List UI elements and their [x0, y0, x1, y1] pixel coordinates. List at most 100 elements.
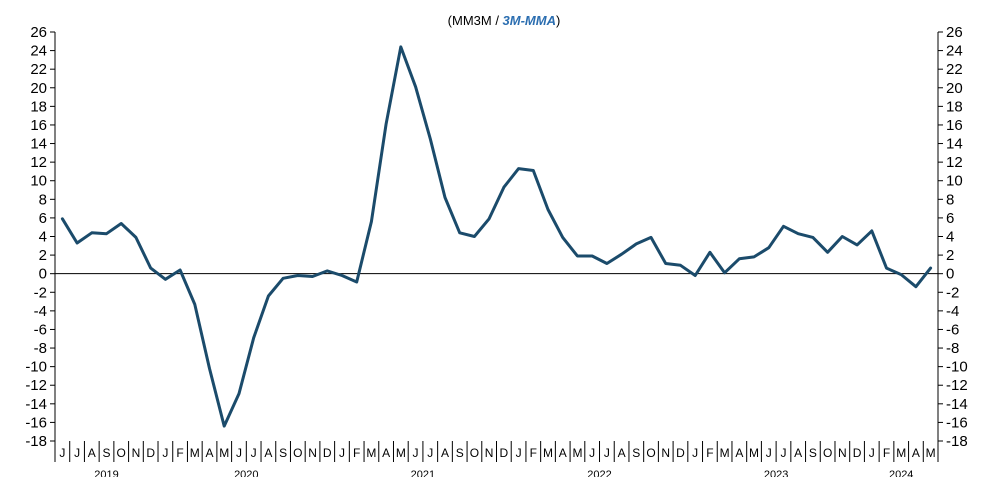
x-tick-label-month: A — [559, 446, 567, 460]
data-point — [753, 255, 756, 258]
data-point — [267, 294, 270, 297]
x-tick-label-month: J — [251, 446, 257, 460]
y-tick-label-left: -18 — [25, 433, 47, 450]
data-point — [620, 253, 623, 256]
y-tick-label-right: 4 — [946, 229, 954, 246]
y-tick-label-left: -6 — [34, 321, 47, 338]
x-tick-label-month: D — [323, 446, 332, 460]
x-tick-label-month: J — [516, 446, 522, 460]
x-year-label: 2022 — [587, 469, 611, 477]
chart-title: (MM3M / 3M-MMA) — [448, 13, 561, 28]
x-tick-label-month: M — [749, 446, 759, 460]
chart-title-emphasis: 3M-MMA — [503, 13, 556, 28]
data-point — [826, 251, 829, 254]
x-tick-label-month: M — [543, 446, 553, 460]
x-tick-label-month: J — [766, 446, 772, 460]
y-tick-label-right: -10 — [946, 359, 968, 376]
x-tick-label-month: J — [59, 446, 65, 460]
y-tick-label-left: -12 — [25, 377, 47, 394]
data-point — [488, 217, 491, 220]
x-tick-label-month: O — [823, 446, 832, 460]
x-tick-label-month: M — [572, 446, 582, 460]
data-point — [164, 278, 167, 281]
data-point — [723, 271, 726, 274]
x-tick-label-month: N — [485, 446, 494, 460]
y-tick-label-left: -2 — [34, 284, 47, 301]
data-point — [532, 169, 535, 172]
x-tick-label-month: J — [589, 446, 595, 460]
x-tick-label-month: F — [706, 446, 713, 460]
data-point — [664, 262, 667, 265]
data-point — [90, 231, 93, 234]
y-tick-label-right: 22 — [946, 61, 963, 78]
data-point — [326, 269, 329, 272]
x-tick-label-month: M — [190, 446, 200, 460]
data-point — [355, 281, 358, 284]
x-tick-label-month: D — [146, 446, 155, 460]
data-point — [61, 217, 64, 220]
x-tick-label-month: N — [838, 446, 847, 460]
y-tick-label-left: -14 — [25, 396, 47, 413]
data-point — [635, 242, 638, 245]
x-tick-label-month: M — [396, 446, 406, 460]
y-tick-label-left: 18 — [30, 98, 47, 115]
data-point — [193, 303, 196, 306]
data-point — [458, 231, 461, 234]
y-tick-label-left: 10 — [30, 173, 47, 190]
x-tick-label-month: J — [692, 446, 698, 460]
data-point — [134, 236, 137, 239]
x-tick-label-month: M — [219, 446, 229, 460]
x-tick-label-month: S — [809, 446, 817, 460]
x-year-label: 2019 — [94, 469, 118, 477]
x-tick-label-month: J — [339, 446, 345, 460]
data-point — [311, 275, 314, 278]
x-year-label: 2020 — [234, 469, 258, 477]
data-point — [885, 267, 888, 270]
data-point — [650, 236, 653, 239]
y-tick-label-left: 0 — [39, 266, 47, 283]
data-point — [900, 273, 903, 276]
data-point — [605, 262, 608, 265]
x-tick-label-month: D — [500, 446, 509, 460]
data-point — [561, 236, 564, 239]
y-tick-label-left: -16 — [25, 414, 47, 431]
x-tick-label-month: A — [618, 446, 626, 460]
x-tick-label-month: J — [162, 446, 168, 460]
x-tick-label-month: A — [88, 446, 96, 460]
data-point — [811, 236, 814, 239]
chart-title-suffix: ) — [556, 13, 560, 28]
y-tick-label-right: 8 — [946, 191, 954, 208]
series-line — [60, 45, 933, 428]
y-tick-label-left: 22 — [30, 61, 47, 78]
y-tick-label-right: -6 — [946, 321, 959, 338]
data-point — [429, 137, 432, 140]
y-tick-label-right: 6 — [946, 210, 954, 227]
x-tick-label-month: F — [353, 446, 360, 460]
y-tick-label-left: 12 — [30, 154, 47, 171]
y-tick-label-right: -16 — [946, 414, 968, 431]
y-tick-label-right: 24 — [946, 43, 963, 60]
data-point — [370, 220, 373, 223]
x-tick-label-month: A — [794, 446, 802, 460]
chart-title-prefix: (MM3M / — [448, 13, 503, 28]
y-tick-label-right: 20 — [946, 80, 963, 97]
data-point — [841, 235, 844, 238]
data-point — [708, 251, 711, 254]
x-tick-label-month: F — [530, 446, 537, 460]
data-point — [929, 267, 932, 270]
x-tick-label-month: N — [132, 446, 141, 460]
data-point — [694, 274, 697, 277]
x-tick-label-month: A — [206, 446, 214, 460]
y-tick-label-left: 4 — [39, 229, 47, 246]
y-tick-label-right: 10 — [946, 173, 963, 190]
y-tick-label-right: 18 — [946, 98, 963, 115]
x-tick-label-month: S — [103, 446, 111, 460]
x-year-label: 2023 — [764, 469, 788, 477]
x-tick-label-month: J — [869, 446, 875, 460]
y-tick-label-left: 2 — [39, 247, 47, 264]
data-point — [517, 167, 520, 170]
x-tick-label-month: A — [264, 446, 272, 460]
x-tick-label-month: A — [912, 446, 920, 460]
x-tick-label-month: J — [780, 446, 786, 460]
y-tick-label-left: 8 — [39, 191, 47, 208]
